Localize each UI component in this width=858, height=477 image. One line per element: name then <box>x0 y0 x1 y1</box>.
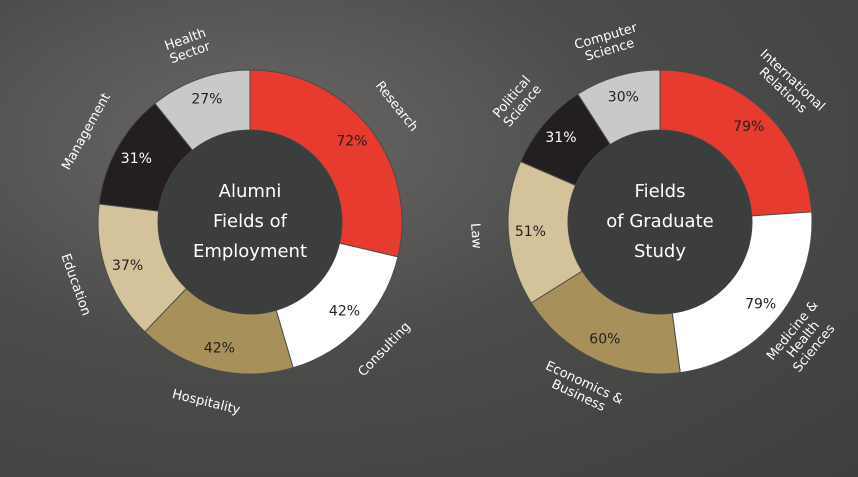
value-label: 30% <box>608 89 639 105</box>
chart-title: Fields <box>580 177 740 207</box>
value-label: 79% <box>733 119 764 135</box>
chart-title: Alumni <box>170 177 330 207</box>
value-label: 37% <box>112 258 143 274</box>
value-label: 79% <box>745 296 776 312</box>
chart-title: Study <box>580 237 740 267</box>
value-label: 60% <box>589 332 620 348</box>
value-label: 42% <box>329 303 360 319</box>
chart-title: Fields of <box>170 207 330 237</box>
value-label: 72% <box>336 133 367 149</box>
value-label: 42% <box>204 340 235 356</box>
value-label: 51% <box>515 224 546 240</box>
chart-title: of Graduate <box>580 207 740 237</box>
infographic: 72%42%42%37%31%27%79%79%60%51%31%30% Res… <box>0 0 858 477</box>
value-label: 27% <box>191 91 222 107</box>
value-label: 31% <box>121 151 152 167</box>
value-label: 31% <box>545 130 576 146</box>
chart-title: Employment <box>170 237 330 267</box>
